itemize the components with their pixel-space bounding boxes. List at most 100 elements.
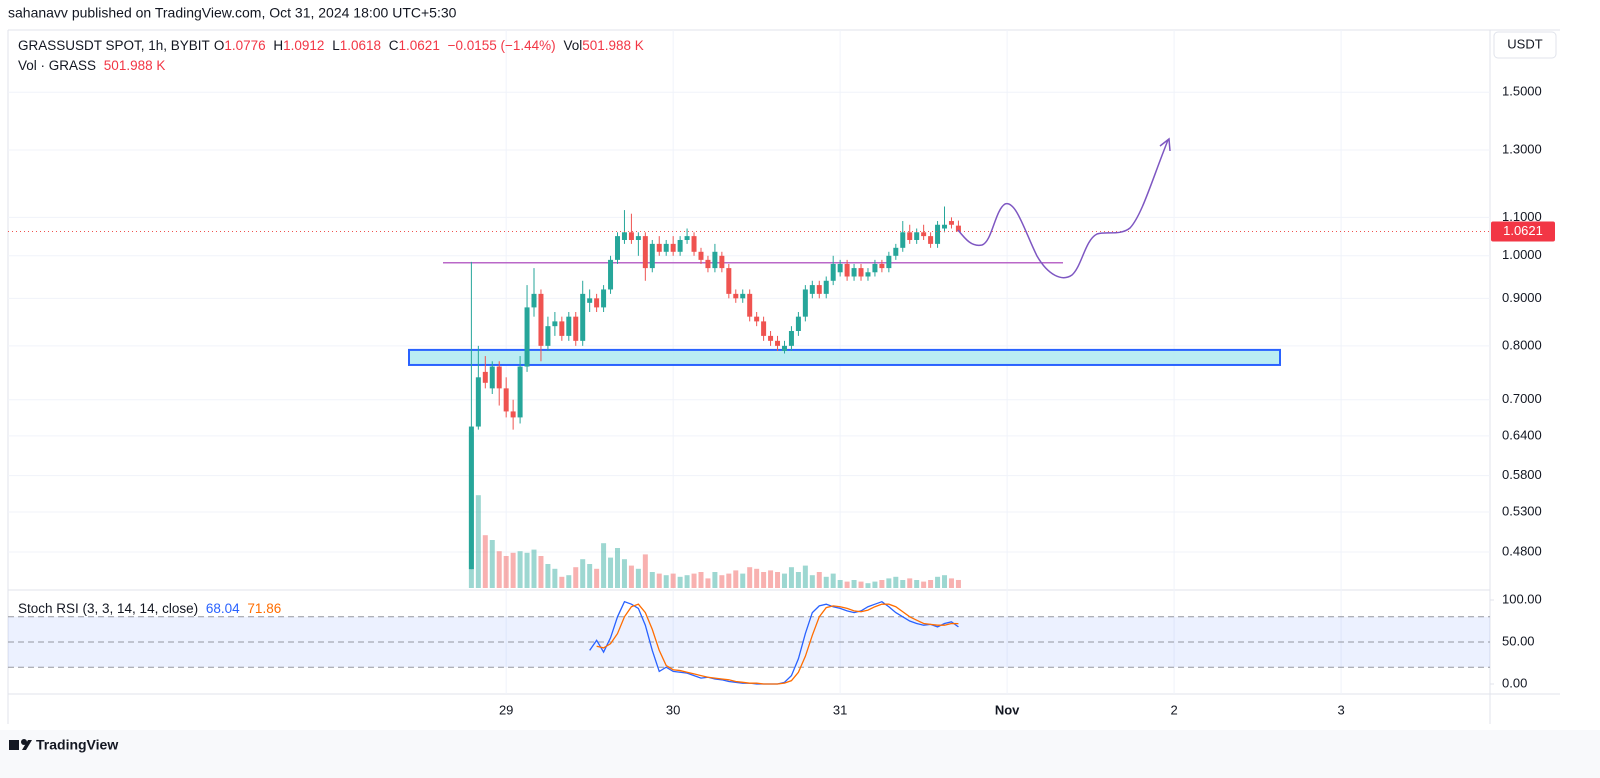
volume-bar (830, 573, 836, 588)
volume-bar (907, 578, 913, 588)
last-price-tag (1491, 221, 1555, 242)
candle-body (907, 232, 913, 240)
candle-body (886, 255, 892, 269)
volume-bar (517, 551, 523, 588)
volume-bar (893, 576, 899, 588)
change: −0.0155 (−1.44%) (447, 38, 556, 53)
ohlc-key: H (273, 38, 284, 53)
candle-body (935, 224, 941, 244)
candle-body (900, 232, 906, 248)
candle-body (482, 371, 488, 383)
candle-body (795, 316, 801, 331)
x-tick-label: 3 (1337, 702, 1344, 717)
ohlc-key: C (388, 38, 399, 53)
volume-bar (552, 568, 558, 588)
y-tick-label: 0.7000 (1502, 391, 1542, 406)
candle-body (587, 298, 593, 303)
candle-body (761, 321, 767, 336)
candle-body (775, 340, 781, 346)
candle-body (914, 232, 920, 240)
candle-body (712, 251, 718, 269)
last-price-label: 1.0621 (1503, 223, 1543, 238)
volume-value: 501.988 K (103, 58, 166, 73)
volume-bar (921, 581, 927, 588)
candle-body (510, 411, 516, 418)
candle-body (823, 280, 829, 294)
candle-body (545, 326, 551, 346)
ohlc-key: O (213, 38, 225, 53)
candle-body (719, 255, 725, 269)
candle-body (893, 247, 899, 256)
volume-bar (733, 570, 739, 588)
candle-body (747, 293, 753, 317)
volume-bar (670, 573, 676, 588)
volume-bar (587, 564, 593, 588)
volume-bar (837, 580, 843, 588)
candle-body (754, 316, 760, 322)
volume-bar (879, 580, 885, 588)
volume-bar (809, 575, 815, 588)
volume-bar (580, 559, 586, 588)
legend-volume: Vol · GRASS 501.988 K (18, 58, 169, 73)
open-value: 1.0776 (224, 38, 266, 53)
volume-bar (531, 549, 537, 588)
candle-body (788, 330, 794, 346)
volume-bar (573, 567, 579, 588)
candle-body (684, 236, 690, 240)
candle-body (531, 293, 537, 308)
y-tick-label: 0.8000 (1502, 337, 1542, 352)
currency-label: USDT (1507, 36, 1542, 51)
candle-body (649, 243, 655, 269)
y-tick-label: 0.5800 (1502, 467, 1542, 482)
volume-bar (608, 557, 614, 588)
candle-body (496, 366, 502, 389)
vol-title: Vol · GRASS (18, 58, 97, 73)
volume-bar (781, 573, 787, 588)
candle-body (865, 272, 871, 277)
volume-bar (614, 548, 620, 588)
volume-bar (649, 572, 655, 588)
currency-box[interactable] (1493, 31, 1557, 59)
volume-bar (538, 556, 544, 588)
candle-body (635, 236, 641, 240)
volume-bar (656, 573, 662, 588)
candle-body (524, 307, 530, 367)
candle-body (670, 243, 676, 252)
y-tick-label: 0.5300 (1502, 503, 1542, 518)
ohlc-key: L (332, 38, 340, 53)
candle-body (608, 259, 614, 290)
y-tick-label: 1.3000 (1502, 141, 1542, 156)
projection-arrowhead (1159, 137, 1171, 152)
candle-body (879, 263, 885, 269)
close-value: 1.0621 (398, 38, 440, 53)
y-tick-label: 0.9000 (1502, 290, 1542, 305)
y-tick-label: 1.5000 (1502, 84, 1542, 99)
candle-body (573, 316, 579, 341)
stoch-tick-label: 100.00 (1502, 591, 1542, 606)
legend-main: GRASSUSDT SPOT, 1h, BYBIT O1.0776 H1.0912… (18, 38, 648, 53)
volume-bar (754, 568, 760, 588)
symbol: GRASSUSDT SPOT, 1h, BYBIT (18, 38, 210, 53)
candle-body (538, 293, 544, 346)
volume-bar (935, 576, 941, 588)
candle-body (517, 366, 523, 418)
candle-body (837, 263, 843, 273)
volume-bar (726, 573, 732, 588)
volume-bar (740, 573, 746, 588)
volume-bar (677, 576, 683, 588)
y-tick-label: 1.1000 (1502, 209, 1542, 224)
candle-body (942, 224, 948, 229)
volume-bar (698, 572, 704, 588)
footer-bar (0, 730, 1600, 778)
candle-body (921, 232, 927, 237)
volume-bar (705, 578, 711, 588)
volume-bar (928, 580, 934, 588)
volume-bar (858, 581, 864, 588)
candle-body (621, 232, 627, 240)
brand-logo (9, 739, 32, 750)
volume-bar (747, 567, 753, 588)
volume-bar (601, 543, 607, 588)
volume-bar (545, 564, 551, 588)
volume-bar (475, 495, 481, 588)
candle-body (740, 293, 746, 299)
